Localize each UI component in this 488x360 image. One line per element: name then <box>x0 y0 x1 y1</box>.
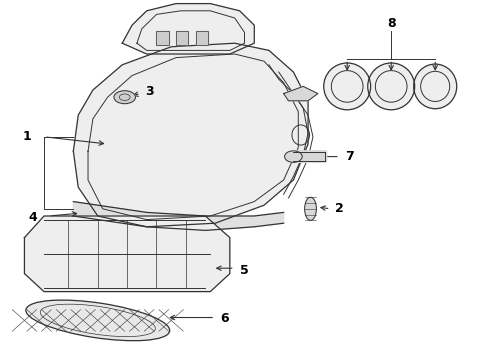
Bar <box>195 31 207 45</box>
Bar <box>176 31 188 45</box>
Polygon shape <box>122 4 254 54</box>
Bar <box>156 31 168 45</box>
Text: 4: 4 <box>29 211 38 224</box>
Polygon shape <box>73 43 307 227</box>
Ellipse shape <box>284 151 302 162</box>
Ellipse shape <box>367 63 414 110</box>
Polygon shape <box>24 216 229 292</box>
Ellipse shape <box>304 197 316 220</box>
Text: 7: 7 <box>345 150 353 163</box>
Ellipse shape <box>323 63 370 110</box>
Text: 3: 3 <box>144 85 153 98</box>
Polygon shape <box>73 202 283 230</box>
Text: 6: 6 <box>220 312 229 325</box>
Bar <box>195 31 207 45</box>
Bar <box>176 31 188 45</box>
Ellipse shape <box>26 300 169 341</box>
Text: 8: 8 <box>386 17 395 30</box>
Ellipse shape <box>413 64 456 109</box>
Bar <box>156 31 168 45</box>
Text: 1: 1 <box>22 130 31 143</box>
Polygon shape <box>283 86 317 101</box>
Text: 5: 5 <box>240 264 248 276</box>
Text: 2: 2 <box>335 202 344 215</box>
Ellipse shape <box>114 91 135 104</box>
FancyBboxPatch shape <box>291 151 326 162</box>
